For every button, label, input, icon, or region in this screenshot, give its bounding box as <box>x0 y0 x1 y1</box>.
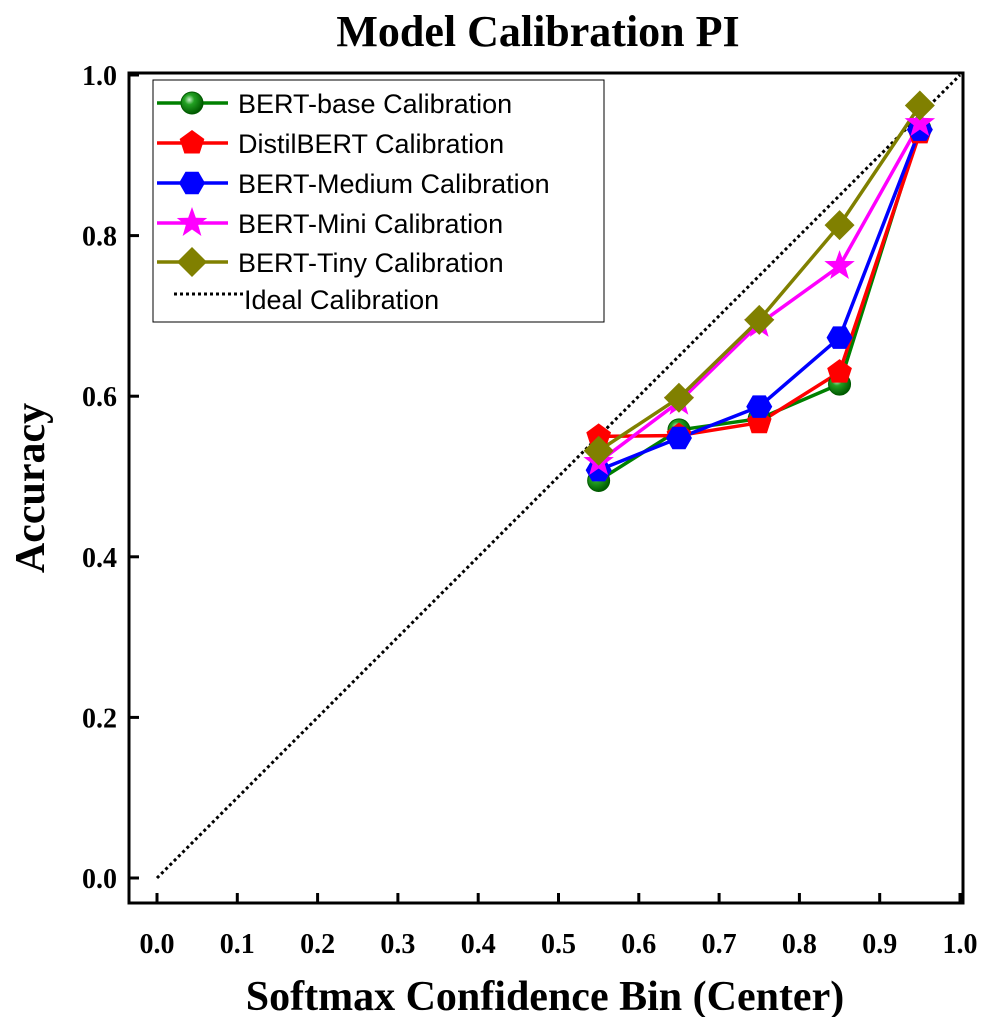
legend-marker-3 <box>176 207 208 236</box>
series-2-point-0 <box>585 458 612 482</box>
legend-label-0: BERT-base Calibration <box>238 89 512 119</box>
x-tick-label-2: 0.2 <box>300 929 335 960</box>
y-tick-label-4: 0.8 <box>82 222 117 253</box>
x-tick-label-9: 0.9 <box>862 929 897 960</box>
x-tick-label-6: 0.6 <box>621 929 656 960</box>
legend-label-1: DistilBERT Calibration <box>238 129 504 159</box>
x-tick-label-5: 0.5 <box>541 929 576 960</box>
x-axis-title: Softmax Confidence Bin (Center) <box>246 974 844 1017</box>
y-tick-label-5: 1.0 <box>82 61 117 92</box>
legend-marker-4 <box>177 247 207 277</box>
series-4-point-3 <box>824 210 855 241</box>
legend-label-3: BERT-Mini Calibration <box>238 209 503 239</box>
x-tick-label-10: 1.0 <box>943 929 978 960</box>
y-tick-label-0: 0.0 <box>82 864 117 895</box>
legend-marker-2 <box>179 171 205 195</box>
x-tick-label-8: 0.8 <box>782 929 817 960</box>
series-3-point-3 <box>824 250 855 280</box>
legend-box <box>152 79 605 323</box>
series-4-point-0 <box>583 435 614 466</box>
chart-title: Model Calibration PI <box>336 7 739 56</box>
y-tick-label-1: 0.2 <box>82 703 117 734</box>
x-tick-label-0: 0.0 <box>140 929 175 960</box>
y-tick-label-2: 0.4 <box>82 543 117 574</box>
y-tick-label-3: 0.6 <box>82 382 117 413</box>
series-2-point-1 <box>665 426 692 450</box>
x-tick-label-4: 0.4 <box>461 929 496 960</box>
legend-marker-1 <box>179 130 205 154</box>
legend-label-ideal: Ideal Calibration <box>244 285 439 315</box>
series-2-point-2 <box>746 395 773 418</box>
plot-frame <box>127 71 965 905</box>
legend: BERT-base Calibration DistilBERT Calibrat… <box>152 79 605 323</box>
legend-label-2: BERT-Medium Calibration <box>238 169 550 199</box>
x-tick-label-7: 0.7 <box>702 929 737 960</box>
series-4-point-2 <box>744 304 775 335</box>
series-1-point-0 <box>586 423 612 447</box>
series-4-point-1 <box>663 382 694 413</box>
series-2-point-3 <box>826 326 853 349</box>
legend-marker-0 <box>180 91 204 115</box>
x-tick-label-3: 0.3 <box>380 929 415 960</box>
series-1-point-3 <box>827 359 852 383</box>
x-tick-label-1: 0.1 <box>220 929 255 960</box>
series-3-point-4 <box>904 107 936 137</box>
legend-label-4: BERT-Tiny Calibration <box>238 248 504 278</box>
y-axis-title: Accuracy <box>8 403 54 573</box>
series-4-point-4 <box>904 90 935 121</box>
